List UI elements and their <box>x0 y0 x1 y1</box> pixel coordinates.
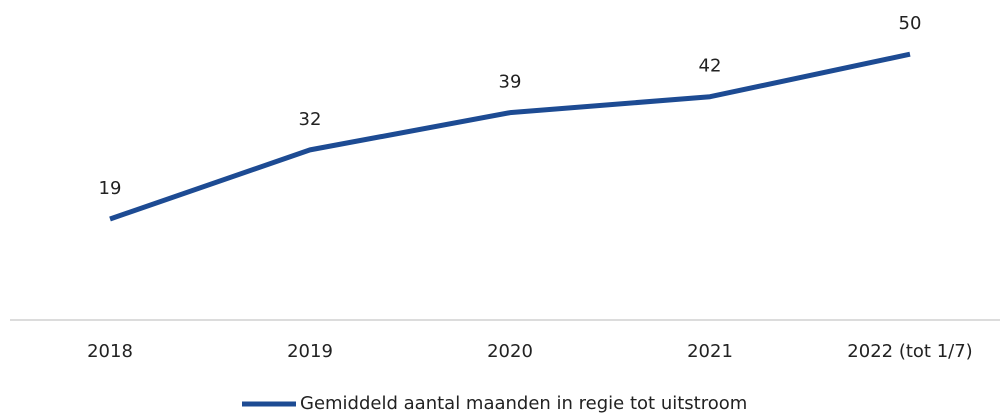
x-tick-label: 2021 <box>687 341 733 362</box>
x-tick-label: 2022 (tot 1/7) <box>847 341 972 362</box>
legend-label: Gemiddeld aantal maanden in regie tot ui… <box>300 393 747 414</box>
data-label: 42 <box>699 56 722 77</box>
x-tick-label: 2020 <box>487 341 533 362</box>
x-tick-label: 2018 <box>87 341 133 362</box>
data-label: 39 <box>499 72 522 93</box>
x-tick-label: 2019 <box>287 341 333 362</box>
data-label: 50 <box>899 13 922 34</box>
data-label: 19 <box>99 178 122 199</box>
line <box>109 51 911 222</box>
data-label: 32 <box>299 109 322 130</box>
